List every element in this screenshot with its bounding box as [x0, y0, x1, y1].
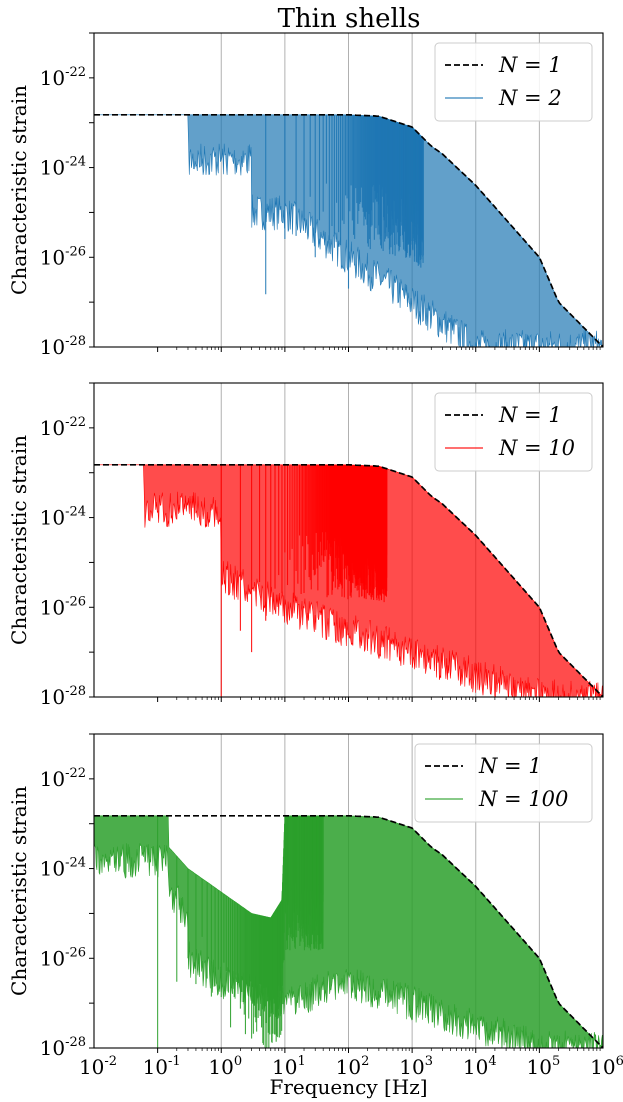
legend: N = 1 N = 100: [414, 743, 593, 823]
x-tick-label: 103: [399, 1054, 433, 1079]
legend: N = 1 N = 2: [434, 42, 593, 122]
legend-frame: [434, 392, 593, 472]
figure-title: Thin shells: [278, 4, 421, 34]
legend-frame: [434, 42, 593, 122]
y-tick-label: 10-24: [40, 856, 86, 881]
x-tick-label: 105: [527, 1054, 561, 1079]
chart-panel: 10-2 10-1 100 101 102 103 104 105 106 10-22 10-24 1…: [7, 733, 623, 1099]
legend-label: N = 1: [498, 53, 562, 77]
x-tick-label: 101: [272, 1054, 306, 1079]
x-tick-label: 106: [590, 1054, 623, 1079]
legend: N = 1 N = 10: [434, 392, 593, 472]
x-axis-label: Frequency [Hz]: [269, 1075, 427, 1099]
chart-panel: 10-22 10-24 10-26 10-28 Characteristic strai…: [7, 32, 604, 359]
y-tick-label: 10-26: [40, 945, 86, 970]
y-tick-label: 10-26: [40, 244, 86, 269]
y-axis-label: Characteristic strain: [7, 786, 31, 996]
series-spikes: [220, 464, 388, 697]
legend-label: N = 1: [498, 403, 562, 427]
series-spikes: [157, 815, 324, 1048]
x-tick-label: 104: [463, 1054, 497, 1079]
x-tick-label: 10-2: [79, 1054, 117, 1079]
y-tick-label: 10-28: [40, 1035, 86, 1060]
legend-frame: [414, 743, 593, 823]
y-axis-label: Characteristic strain: [7, 85, 31, 295]
series-line: [94, 463, 603, 697]
y-tick-label: 10-22: [40, 65, 86, 90]
legend-label: N = 1: [478, 754, 542, 778]
y-axis-label: Characteristic strain: [7, 435, 31, 645]
legend-label: N = 100: [478, 787, 568, 811]
y-tick-label: 10-22: [40, 415, 86, 440]
series-line: [94, 113, 603, 347]
y-tick-label: 10-28: [40, 684, 86, 709]
y-tick-label: 10-22: [40, 766, 86, 791]
y-tick-label: 10-24: [40, 505, 86, 530]
x-tick-label: 102: [336, 1054, 370, 1079]
y-tick-label: 10-28: [40, 334, 86, 359]
legend-label: N = 2: [498, 86, 562, 110]
chart-panel: 10-22 10-24 10-26 10-28 Characteristic strai…: [7, 382, 604, 709]
x-tick-label: 100: [208, 1054, 242, 1079]
legend-label: N = 10: [498, 436, 575, 460]
series-spikes: [265, 114, 424, 295]
y-tick-label: 10-26: [40, 594, 86, 619]
series-line: [94, 814, 603, 1048]
y-tick-label: 10-24: [40, 155, 86, 180]
x-tick-label: 10-1: [143, 1054, 181, 1079]
